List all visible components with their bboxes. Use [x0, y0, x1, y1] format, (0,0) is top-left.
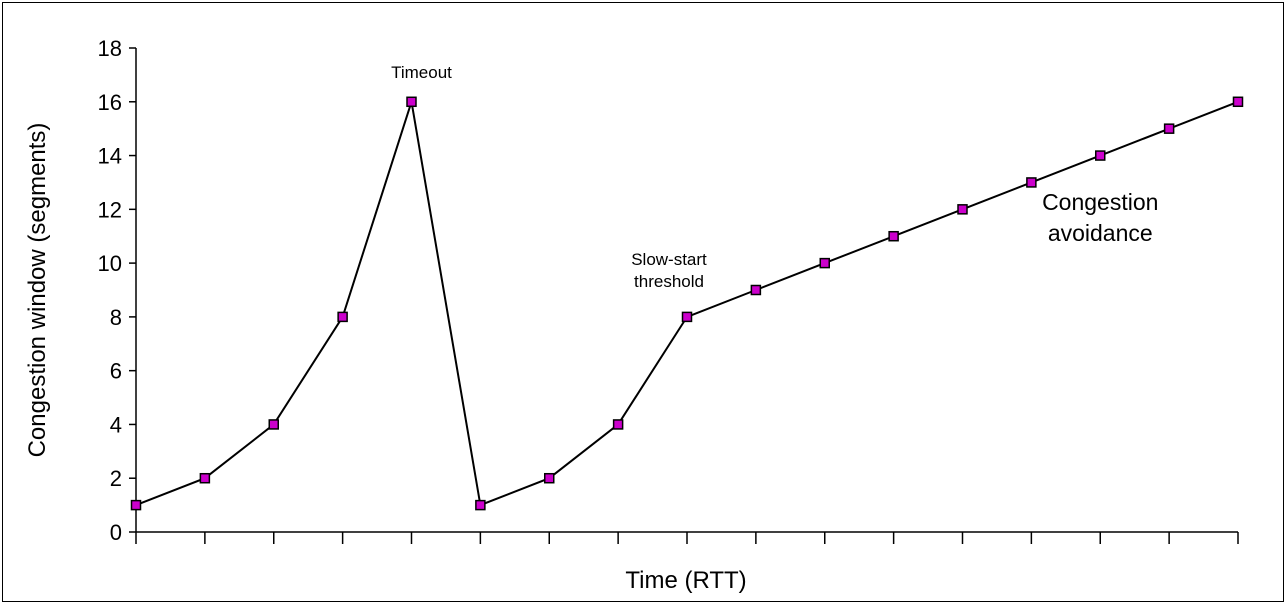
data-point	[475, 499, 486, 511]
data-point	[681, 311, 693, 323]
annotation-ssthresh: Slow-start	[631, 250, 707, 269]
data-point	[406, 96, 417, 108]
data-point	[888, 230, 899, 242]
x-axis	[135, 531, 1239, 544]
data-point	[199, 472, 211, 484]
annotation-ca: Congestion	[1042, 189, 1158, 215]
y-tick-label: 18	[98, 36, 122, 61]
annotation-timeout: Timeout	[391, 63, 452, 82]
x-axis-title: Time (RTT)	[625, 567, 746, 594]
y-tick-label: 2	[110, 466, 122, 491]
data-point	[957, 204, 968, 215]
data-point	[1095, 150, 1106, 161]
data-point	[819, 257, 830, 269]
y-axis-title: Congestion window (segments)	[24, 123, 51, 458]
y-tick-label: 4	[110, 412, 122, 437]
data-point	[1026, 177, 1037, 188]
series-line	[135, 100, 1239, 507]
y-tick-label: 14	[98, 144, 122, 169]
y-tick-label: 12	[98, 197, 122, 222]
y-tick-label: 6	[110, 359, 122, 384]
data-point	[1163, 123, 1175, 134]
data-point	[130, 499, 142, 511]
y-tick-label: 16	[98, 90, 122, 115]
data-point	[1232, 96, 1244, 108]
annotation-ca: avoidance	[1048, 220, 1153, 246]
annotation-layer: Timeout Slow-start threshold Congestion avoi…	[391, 63, 1158, 291]
y-axis: 0 2 4 6 8 10 12 14 16 18	[98, 36, 137, 545]
annotation-ssthresh: threshold	[634, 272, 704, 291]
data-point	[544, 472, 555, 484]
y-tick-label: 8	[110, 305, 122, 330]
y-tick-label: 10	[98, 251, 122, 276]
data-point	[612, 419, 624, 430]
y-tick-label: 0	[110, 520, 122, 545]
data-point	[268, 419, 279, 430]
data-point	[750, 284, 762, 296]
data-point	[337, 311, 348, 323]
series-layer	[130, 96, 1244, 511]
